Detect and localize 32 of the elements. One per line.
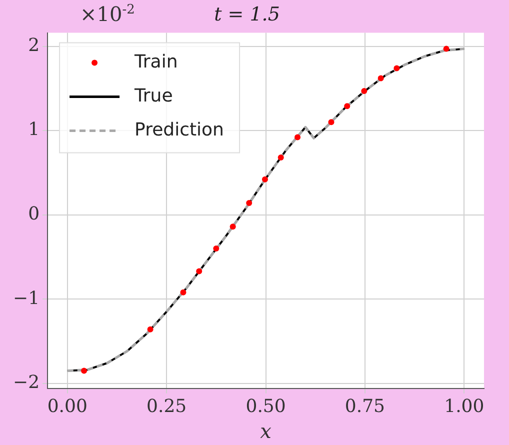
point <box>328 119 334 126</box>
point <box>246 200 252 206</box>
text: ×10$^{-2}$ <box>80 2 135 26</box>
point <box>180 289 186 296</box>
legend-label: Train <box>134 51 178 72</box>
point <box>361 88 368 94</box>
point <box>230 224 236 230</box>
point <box>394 65 400 72</box>
y-tick-label: 1 <box>28 119 40 140</box>
point <box>81 368 88 374</box>
legend-label: Prediction <box>134 119 224 140</box>
x-tick-label: 0.75 <box>344 396 386 417</box>
x-tick-label: 0.25 <box>146 396 187 417</box>
chart-title: t = 1.5 <box>214 3 280 26</box>
y-tick-label: −1 <box>12 288 40 309</box>
point <box>378 75 384 82</box>
y-tick-label: 2 <box>28 34 40 56</box>
point <box>262 176 268 182</box>
y-tick-label: 0 <box>28 203 40 224</box>
y-tick-label: −2 <box>12 372 40 394</box>
point <box>443 46 450 52</box>
x-tick-label: 0.00 <box>47 396 88 417</box>
x-axis-title: x <box>260 419 272 444</box>
point <box>213 246 220 252</box>
x-tick-label: 0.50 <box>246 396 286 417</box>
point <box>278 154 284 161</box>
point <box>294 134 301 140</box>
legend-label: True <box>134 85 173 106</box>
point <box>344 103 350 110</box>
point <box>147 326 154 332</box>
point <box>196 268 202 274</box>
x-tick-label: 1.00 <box>444 396 484 417</box>
